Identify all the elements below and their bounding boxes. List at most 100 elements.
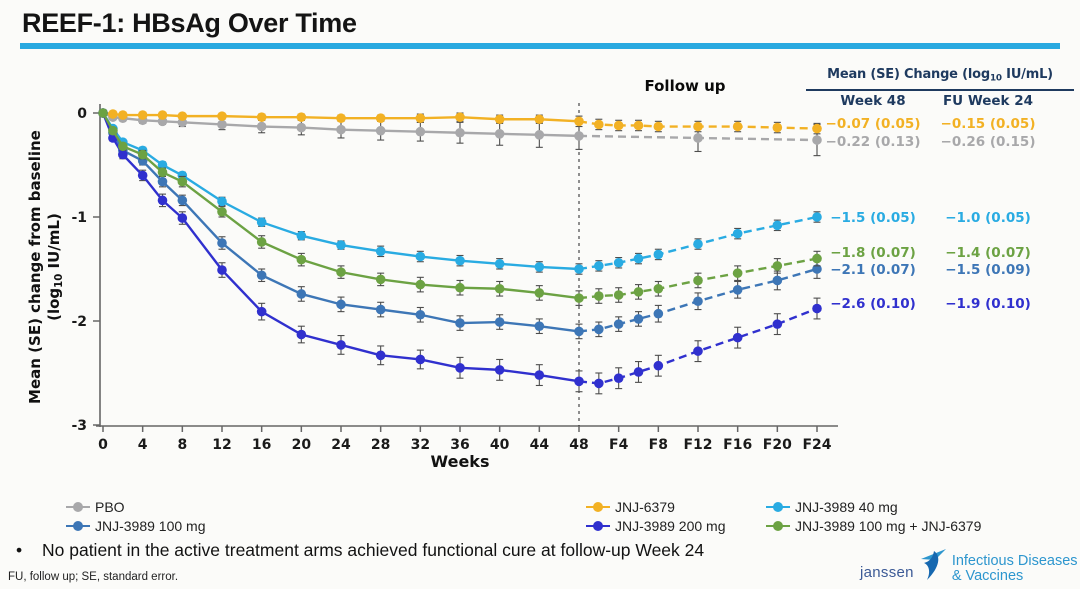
- data-point: [256, 217, 267, 227]
- x-tick-label: 48: [569, 437, 588, 453]
- data-point: [574, 116, 584, 127]
- x-tick-label: F4: [609, 437, 629, 453]
- data-point: [256, 121, 267, 132]
- data-point: [653, 360, 664, 371]
- legend-marker-icon: [766, 502, 790, 513]
- data-point: [137, 170, 148, 181]
- x-tick-label: 28: [371, 437, 390, 453]
- data-point: [98, 108, 108, 118]
- data-point: [217, 111, 227, 121]
- legend-item-jnj-3989-100mg-combo: JNJ-3989 100 mg + JNJ-6379: [766, 518, 1006, 534]
- janssen-logo: janssen Infectious Diseases & Vaccines: [860, 546, 1078, 587]
- data-point: [494, 365, 505, 375]
- legend-label: JNJ-3989 100 mg + JNJ-6379: [795, 518, 982, 534]
- data-point: [157, 195, 168, 206]
- legend-label: JNJ-3989 100 mg: [95, 518, 206, 534]
- y-axis-title-line1: Mean (SE) change from baseline: [25, 130, 44, 404]
- stat-row-jnj-3989-100mg: −2.1 (0.07) −1.5 (0.09): [830, 262, 1031, 278]
- treatment-phase-line: [101, 112, 580, 271]
- data-point: [653, 283, 664, 294]
- legend-item-jnj-3989-40mg: JNJ-3989 40 mg: [766, 499, 1006, 515]
- data-point: [296, 329, 307, 340]
- data-point: [296, 289, 307, 299]
- data-point: [693, 275, 703, 286]
- data-point: [336, 340, 346, 350]
- data-point: [256, 237, 267, 247]
- data-point: [812, 135, 822, 145]
- data-point: [812, 303, 822, 314]
- data-point: [177, 111, 188, 121]
- data-point: [137, 149, 148, 160]
- y-tick-label: 0: [77, 106, 87, 122]
- x-tick-label: 12: [212, 437, 231, 453]
- x-tick-label: F16: [723, 437, 752, 453]
- data-point: [455, 112, 465, 122]
- data-point: [336, 124, 346, 135]
- data-point: [415, 251, 426, 262]
- data-point: [415, 354, 426, 365]
- data-point: [455, 255, 465, 266]
- legend-label: JNJ-3989 40 mg: [795, 499, 898, 515]
- data-point: [118, 110, 128, 120]
- data-point: [613, 290, 624, 300]
- data-point: [177, 213, 188, 223]
- error-bars: [99, 111, 821, 340]
- data-point: [812, 212, 822, 222]
- data-point: [157, 167, 168, 178]
- treatment-phase-line: [102, 111, 580, 123]
- y-tick-label: -3: [71, 418, 87, 434]
- data-point: [336, 267, 346, 277]
- data-point: [157, 160, 168, 170]
- janssen-wordmark: janssen: [860, 564, 914, 581]
- data-point: [633, 314, 644, 324]
- data-point: [594, 378, 604, 389]
- data-point: [574, 131, 584, 141]
- stat-row-jnj-3989-200mg: −2.6 (0.10) −1.9 (0.10): [830, 296, 1031, 312]
- stat-row-pbo: −0.22 (0.13) −0.26 (0.15): [825, 134, 1036, 150]
- data-point: [613, 319, 624, 329]
- data-point: [217, 207, 227, 217]
- stats-table-column-headers: Week 48 FU Week 24: [818, 93, 1078, 110]
- data-point: [772, 319, 783, 329]
- x-tick-label: F24: [802, 437, 831, 453]
- data-point: [772, 261, 783, 271]
- stats-table-header-rule: [806, 89, 1074, 91]
- data-point: [594, 324, 604, 335]
- legend-marker-icon: [586, 502, 610, 513]
- legend-marker-icon: [66, 521, 90, 532]
- legend-label: JNJ-3989 200 mg: [615, 518, 726, 534]
- data-point: [633, 287, 644, 297]
- stat-row-jnj-3989-100mg-combo: −1.8 (0.07) −1.4 (0.07): [830, 245, 1031, 261]
- data-point: [415, 126, 426, 137]
- data-point: [534, 262, 545, 272]
- data-point: [256, 306, 267, 317]
- axes: 0-1-2-30 4 8 12 16 20 24 28 32 36 40 44 48 F4 F8 F12 F16…: [71, 104, 838, 453]
- data-point: [772, 122, 783, 133]
- data-point: [455, 363, 465, 373]
- data-point: [118, 149, 128, 160]
- data-point: [296, 112, 307, 122]
- data-point: [693, 121, 703, 132]
- data-point: [693, 239, 703, 249]
- data-point: [574, 376, 584, 387]
- data-point: [574, 326, 584, 337]
- data-point: [772, 275, 783, 286]
- data-point: [812, 123, 822, 134]
- x-tick-label: 24: [331, 437, 351, 453]
- legend-marker-icon: [66, 502, 90, 513]
- data-point: [336, 299, 346, 310]
- data-point: [375, 274, 386, 285]
- stats-col-week48: Week 48: [840, 93, 906, 109]
- legend: PBO JNJ-6379 JNJ-3989 40 mg JNJ-3989 100…: [66, 499, 1006, 534]
- data-point: [375, 246, 386, 257]
- data-point: [574, 264, 584, 274]
- data-point: [455, 282, 465, 293]
- data-point: [534, 288, 545, 298]
- x-tick-label: F8: [649, 437, 668, 453]
- data-point: [772, 220, 783, 231]
- data-point: [177, 176, 188, 187]
- stats-table-header: Mean (SE) Change (log10 IU/mL): [827, 67, 1053, 84]
- data-point: [613, 373, 624, 384]
- data-point: [108, 125, 118, 136]
